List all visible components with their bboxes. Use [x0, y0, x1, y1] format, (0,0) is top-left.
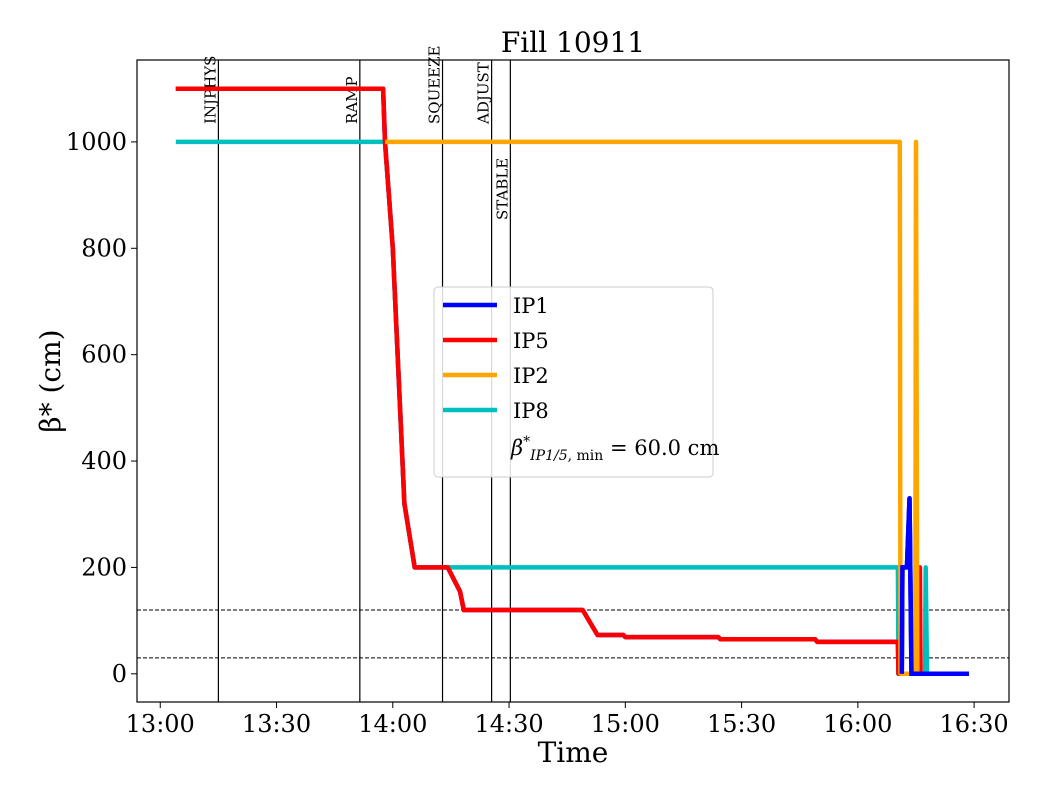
y-tick-label: 400 — [81, 447, 127, 475]
x-tick-label: 14:00 — [358, 710, 427, 738]
legend-label: IP2 — [513, 364, 549, 388]
x-tick-label: 13:00 — [126, 710, 195, 738]
legend-label: IP8 — [513, 399, 549, 423]
legend-label-beta-min: β*IP1/5, min = 60.0 cm — [510, 434, 719, 464]
y-tick-label: 600 — [81, 341, 127, 369]
event-label: RAMP — [343, 76, 361, 124]
y-tick-label: 800 — [81, 234, 127, 262]
x-tick-label: 15:00 — [591, 710, 660, 738]
legend-label: IP1 — [513, 294, 549, 318]
x-tick-label: 16:30 — [940, 710, 1009, 738]
legend-label: IP5 — [513, 329, 549, 353]
event-label: ADJUST — [475, 62, 493, 125]
legend-box — [433, 286, 714, 478]
y-axis-label: β* (cm) — [34, 329, 67, 432]
x-tick-label: 13:30 — [242, 710, 311, 738]
event-label: SQUEEZE — [426, 46, 444, 125]
chart-title: Fill 10911 — [501, 26, 645, 59]
series-line-ip1-spike — [899, 498, 969, 677]
x-tick-label: 14:30 — [474, 710, 543, 738]
x-tick-label: 15:30 — [707, 710, 776, 738]
axes-frame — [136, 59, 1010, 703]
x-tick-label: 16:00 — [823, 710, 892, 738]
y-tick-label: 200 — [81, 553, 127, 581]
x-axis-label: Time — [538, 736, 609, 769]
event-label: STABLE — [493, 158, 511, 220]
y-tick-label: 0 — [112, 660, 127, 688]
y-tick-label: 1000 — [66, 128, 127, 156]
legend: IP1 IP5 IP2 IP8 β*IP1/5, min = 60.0 cm — [433, 286, 719, 478]
